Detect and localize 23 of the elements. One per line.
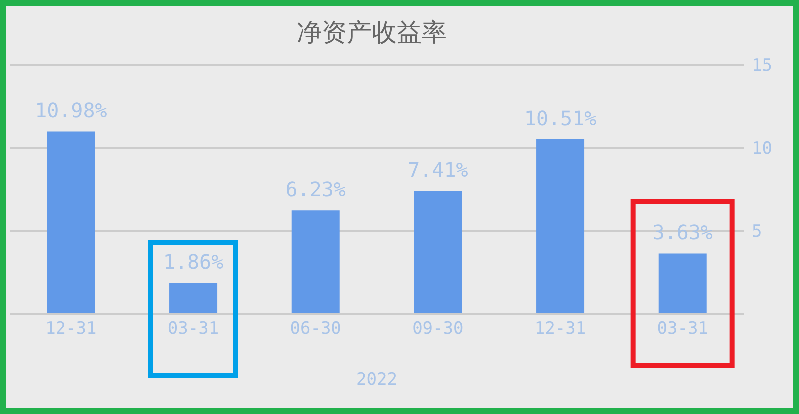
x-tick-label: 06-30 xyxy=(290,319,342,340)
y-tick-label: 15 xyxy=(752,56,772,76)
x-tick-label: 12-31 xyxy=(46,319,97,340)
bar xyxy=(536,140,585,314)
bar xyxy=(658,254,707,314)
y-tick-label: 5 xyxy=(752,222,762,242)
y-tick-label: 10 xyxy=(752,139,772,160)
bar xyxy=(170,283,218,314)
data-label: 6.23% xyxy=(286,178,346,202)
chart-title: 净资产收益率 xyxy=(296,17,448,49)
x-tick-label: 03-31 xyxy=(657,319,708,340)
data-label: 3.63% xyxy=(652,220,713,245)
x-tick-label: 12-31 xyxy=(534,319,586,340)
text: 2022 xyxy=(356,370,398,390)
bar xyxy=(292,210,340,314)
data-label: 7.41% xyxy=(408,158,468,182)
bar xyxy=(47,132,96,314)
bar xyxy=(414,190,462,314)
x-tick-label: 03-31 xyxy=(168,319,220,340)
data-label: 10.51% xyxy=(524,106,597,131)
x-tick-label: 09-30 xyxy=(412,319,464,340)
data-label: 10.98% xyxy=(35,98,108,123)
data-label: 1.86% xyxy=(163,250,224,274)
